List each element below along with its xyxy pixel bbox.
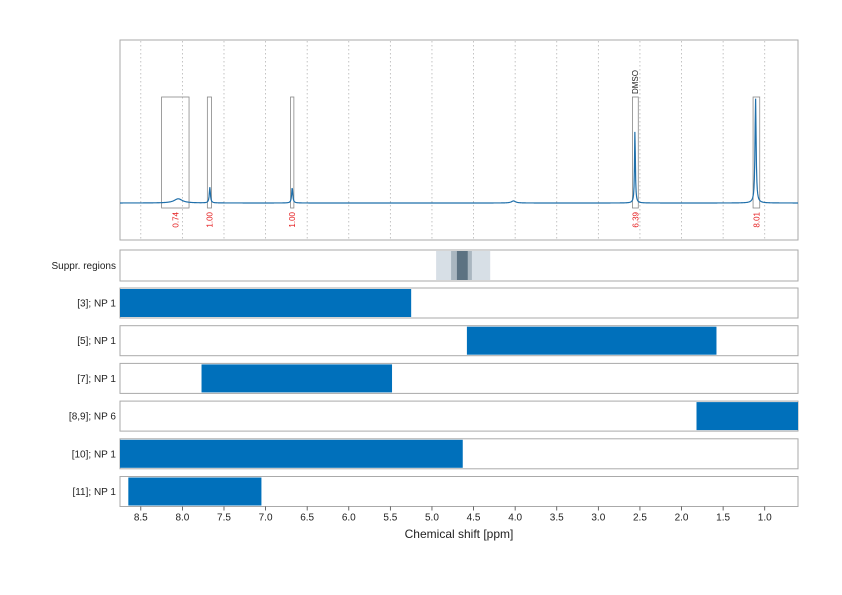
x-axis: 8.5 8.0 7.5 7.0 6.5 6.0 5.5 5.0 4.5 4.0 3.5 3.0 2.5 2…	[134, 506, 772, 524]
x-tick-label: 2.5	[633, 513, 647, 524]
x-tick-label: 5.5	[383, 513, 397, 524]
region-row-label: [8,9]; NP 6	[69, 412, 117, 423]
integral-value-label: 0.74	[171, 211, 180, 227]
integral-regions: 0.74 1.00 1.00 6.39 8.01	[161, 96, 761, 228]
region-row-label: [10]; NP 1	[72, 449, 117, 460]
region-row-label: [3]; NP 1	[77, 299, 116, 310]
region-row: [7]; NP 1	[77, 362, 799, 394]
x-tick-label: 7.5	[217, 513, 231, 524]
grid-lines	[140, 41, 766, 239]
region-row: [3]; NP 1	[77, 287, 799, 319]
integral-box	[632, 96, 639, 209]
x-tick-label: 6.0	[342, 513, 356, 524]
x-tick-label: 5.0	[425, 513, 439, 524]
integral-value-label: 1.00	[205, 211, 214, 227]
integral-box	[206, 96, 212, 209]
suppressed-band	[456, 251, 468, 280]
x-tick-label: 8.5	[134, 513, 148, 524]
peak-annotations: DMSO	[631, 70, 640, 94]
x-tick-label: 2.0	[675, 513, 689, 524]
integral-value-label: 8.01	[752, 211, 761, 227]
region-row-label: [7]; NP 1	[77, 374, 116, 385]
region-bar	[201, 364, 393, 393]
x-tick-label: 7.0	[259, 513, 273, 524]
integral-value-label: 6.39	[631, 211, 640, 227]
suppressed-bands	[436, 251, 491, 280]
suppressed-regions-frame	[119, 249, 799, 282]
region-bar	[120, 289, 412, 317]
integral-box	[161, 96, 190, 209]
region-row-label: [5]; NP 1	[77, 336, 116, 347]
region-rows: [3]; NP 1 [5]; NP 1 [7]; NP 1 [8,9]; NP 6 [1…	[69, 287, 799, 507]
region-bar	[696, 402, 798, 431]
x-tick-label: 4.5	[467, 513, 481, 524]
x-tick-label: 1.5	[716, 513, 730, 524]
suppressed-regions-row: Suppr. regions	[52, 249, 799, 282]
x-axis-title: Chemical shift [ppm]	[405, 527, 514, 541]
suppressed-regions-label: Suppr. regions	[52, 261, 117, 272]
spectrum-trace	[120, 98, 798, 204]
region-bar	[466, 326, 717, 355]
integral-value-label: 1.00	[288, 211, 297, 227]
region-row: [8,9]; NP 6	[69, 400, 799, 432]
region-row: [5]; NP 1	[77, 325, 799, 357]
x-tick-label: 8.0	[175, 513, 189, 524]
spectrum-panel-frame	[119, 39, 799, 241]
region-bar	[128, 477, 262, 506]
integral-box	[752, 96, 761, 209]
x-tick-label: 4.0	[508, 513, 522, 524]
region-row-frame	[119, 325, 799, 357]
region-row-frame	[119, 362, 799, 394]
peak-annotation-label: DMSO	[631, 70, 640, 94]
region-row-label: [11]; NP 1	[72, 487, 116, 498]
region-row-frame	[119, 476, 799, 507]
region-row-frame	[119, 400, 799, 432]
x-tick-label: 3.5	[550, 513, 564, 524]
x-tick-label: 1.0	[758, 513, 772, 524]
integral-box	[290, 96, 295, 209]
x-tick-label: 6.5	[300, 513, 314, 524]
region-row: [10]; NP 1	[72, 438, 799, 470]
region-bar	[120, 439, 463, 468]
x-tick-label: 3.0	[591, 513, 605, 524]
region-row: [11]; NP 1	[72, 476, 799, 507]
